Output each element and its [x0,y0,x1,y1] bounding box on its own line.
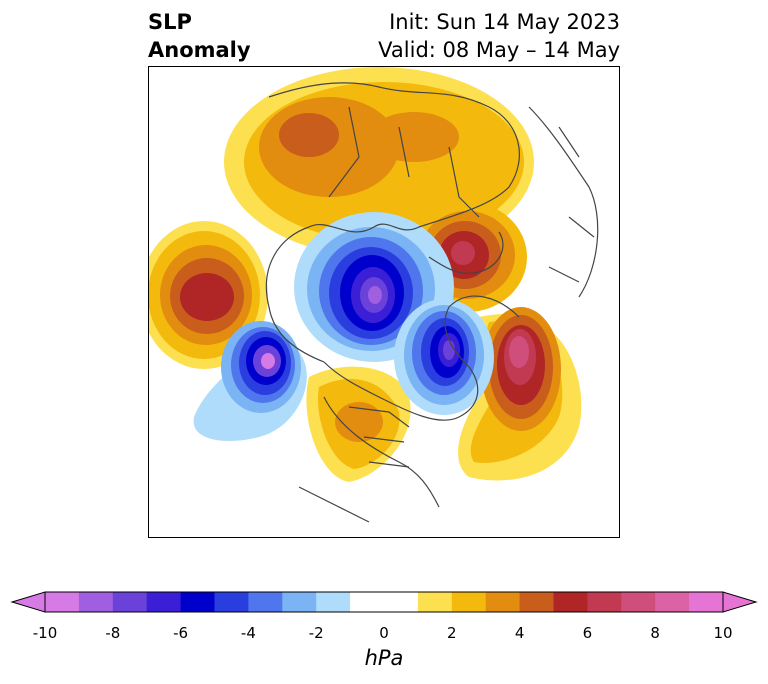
colorbar-bin-13 [519,592,554,612]
title-field: Anomaly [148,38,251,62]
colorbar-tick-2: -6 [173,624,189,642]
colorbar-tick-10: 10 [713,624,733,642]
colorbar-tick-1: -8 [105,624,121,642]
colorbar-bin-1 [78,592,114,612]
colorbar-extend-low [10,591,46,613]
colorbar [10,591,758,613]
colorbar-unit-label: hPa [364,646,404,670]
coastlines-and-borders [265,82,599,523]
colorbar-bin-9 [350,592,419,612]
colorbar-bin-8 [316,592,351,612]
colorbar-bin-17 [655,592,690,612]
map-panel [148,66,620,538]
slp-anomaly-map [149,67,599,523]
greenland-low-anomaly [394,299,494,415]
north-america-high-anomaly [306,366,411,482]
colorbar-bin-3 [146,592,182,612]
colorbar-tick-0: -10 [32,624,58,642]
colorbar-outline [44,591,724,613]
colorbar-tick-5: 0 [379,624,389,642]
colorbar-tick-9: 8 [650,624,660,642]
title-left: SLP Anomaly [148,8,251,64]
colorbar-bin-4 [180,592,215,612]
title-right: Init: Sun 14 May 2023 Valid: 08 May – 14… [378,8,620,64]
colorbar-bin-0 [45,592,80,612]
colorbar-bin-11 [451,592,487,612]
colorbar-bin-6 [248,592,283,612]
colorbar-tick-3: -4 [240,624,256,642]
colorbar-tick-7: 4 [514,624,525,642]
colorbar-bin-14 [553,592,588,612]
colorbar-bin-10 [417,592,453,612]
aleutian-low-anomaly [193,321,307,441]
anomaly-fields [149,67,582,482]
title-variable: SLP [148,10,192,34]
valid-period-label: Valid: 08 May – 14 May [378,38,620,62]
colorbar-bin-2 [112,592,148,612]
colorbar-tick-4: -2 [308,624,324,642]
western-siberia-high-anomaly [407,202,527,312]
north-pacific-high-anomaly [149,221,268,369]
colorbar-extend-high [722,591,758,613]
init-time-label: Init: Sun 14 May 2023 [389,10,620,34]
colorbar-tick-8: 6 [582,624,593,642]
colorbar-bins [45,592,724,612]
colorbar-bin-12 [485,592,521,612]
colorbar-bin-18 [689,592,724,612]
colorbar-tick-6: 2 [447,624,457,642]
colorbar-bin-5 [214,592,249,612]
colorbar-bin-7 [282,592,317,612]
colorbar-bin-15 [587,592,622,612]
colorbar-bin-16 [621,592,656,612]
